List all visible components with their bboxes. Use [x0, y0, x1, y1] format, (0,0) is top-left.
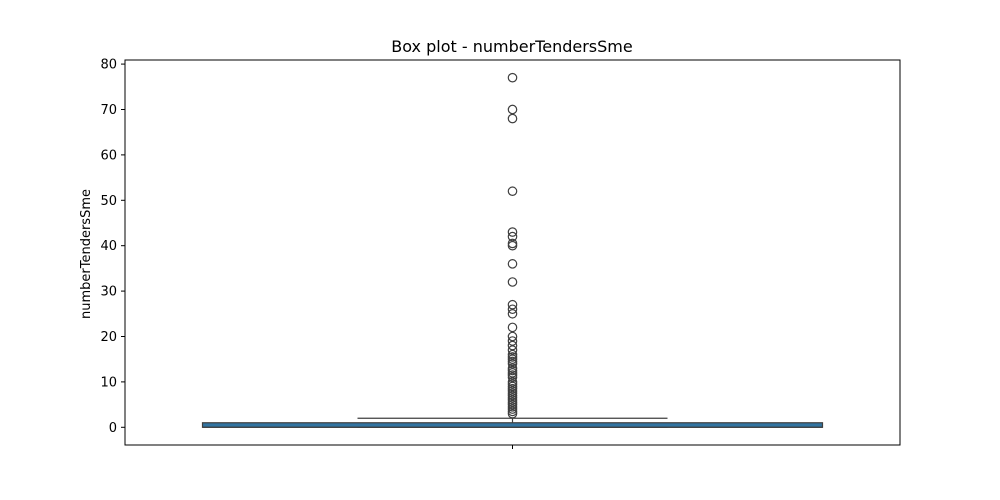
- outlier-point: [507, 331, 518, 342]
- y-axis: 0 10 20 30 40 50 60 70 80: [100, 58, 125, 436]
- y-tick-label: 80: [100, 58, 117, 73]
- outlier-point: [507, 304, 518, 315]
- outlier-point: [507, 363, 518, 374]
- outlier-point: [507, 113, 518, 124]
- outlier-point: [507, 186, 518, 197]
- y-tick-label: 70: [100, 103, 117, 118]
- outlier-point: [507, 377, 518, 387]
- outlier-point: [507, 299, 518, 310]
- outlier-point: [507, 259, 518, 269]
- outlier-point: [507, 227, 518, 237]
- outlier-point: [507, 349, 518, 360]
- outliers: [507, 72, 518, 419]
- outlier-point: [507, 322, 518, 333]
- y-tick-label: 0: [109, 421, 117, 436]
- y-tick-label: 20: [100, 330, 117, 345]
- box: [201, 417, 824, 428]
- y-tick-label: 50: [100, 194, 117, 209]
- y-axis-label: numberTendersSme: [79, 189, 94, 319]
- y-tick-label: 30: [100, 285, 117, 300]
- outlier-point: [507, 238, 518, 249]
- outlier-point: [507, 231, 518, 242]
- box-iqr: [201, 422, 824, 428]
- y-tick-label: 40: [100, 239, 117, 254]
- outlier-point: [507, 336, 518, 346]
- outlier-point: [507, 308, 518, 319]
- chart-title: Box plot - numberTendersSme: [391, 37, 632, 56]
- outlier-point: [507, 340, 518, 351]
- y-tick-label: 60: [100, 148, 117, 163]
- outlier-point: [507, 345, 518, 355]
- outlier-point: [507, 72, 518, 83]
- y-tick-label: 10: [100, 375, 117, 390]
- outlier-point: [507, 277, 518, 287]
- outlier-point: [507, 104, 518, 115]
